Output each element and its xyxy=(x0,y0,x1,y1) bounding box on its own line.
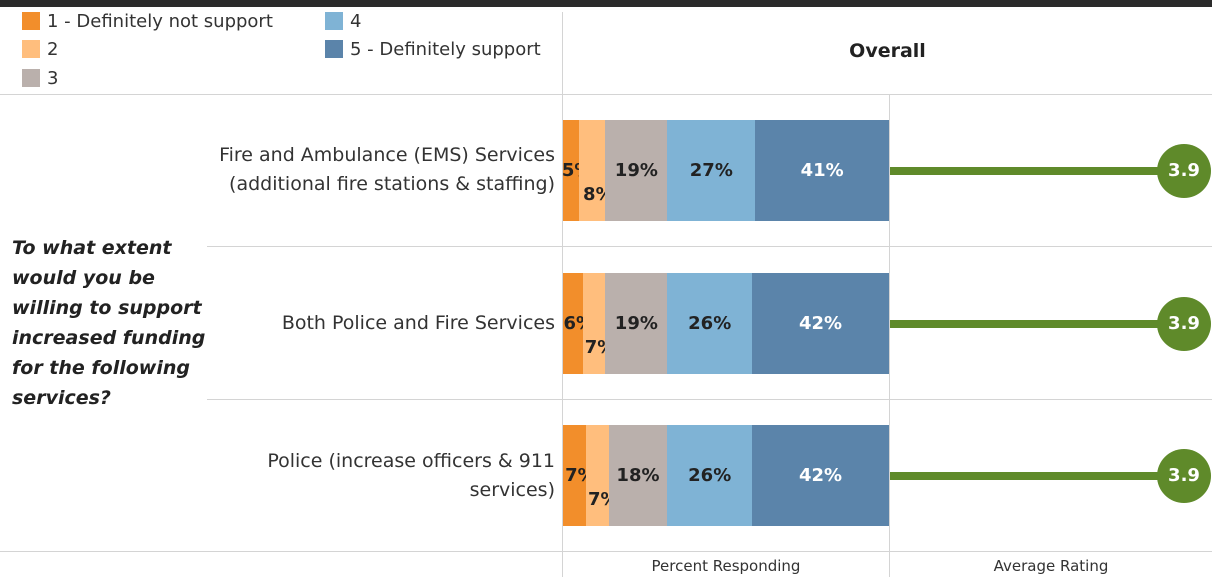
header-divider xyxy=(0,94,1212,95)
legend-label-1: 1 - Definitely not support xyxy=(47,10,273,32)
panel-left-border xyxy=(562,12,563,577)
legend-swatch-5 xyxy=(325,40,343,58)
data-label-r3-s4: 26% xyxy=(688,464,732,486)
bar-segment-r1-s2 xyxy=(579,120,606,221)
data-label-r1-s3: 19% xyxy=(614,159,658,181)
row-label-police: Police (increase officers & 911 services… xyxy=(267,450,555,501)
bar-segment-r3-s3 xyxy=(608,425,668,526)
panel-header: Overall xyxy=(849,40,926,62)
bar-segment-r2-s4 xyxy=(667,273,753,374)
row-label-police-fire: Both Police and Fire Services xyxy=(281,312,555,334)
bar-segment-r3-s1 xyxy=(563,425,586,526)
legend-item-2[interactable]: 2 xyxy=(22,38,58,60)
bottom-divider xyxy=(0,551,1212,552)
legend-label-5: 5 - Definitely support xyxy=(350,38,541,60)
row-divider-1 xyxy=(207,246,1212,247)
data-label-r2-s3: 19% xyxy=(614,312,658,334)
legend-swatch-4 xyxy=(325,12,343,30)
row-label-fire-ems: Fire and Ambulance (EMS) Services (addit… xyxy=(219,144,555,195)
legend-swatch-3 xyxy=(22,69,40,87)
bar-segment-r1-s5 xyxy=(755,120,889,221)
bar-segment-r2-s2 xyxy=(582,273,606,374)
rating-line-r3 xyxy=(890,471,1184,480)
legend-swatch-2 xyxy=(22,40,40,58)
axis-title-percent: Percent Responding xyxy=(651,557,801,575)
top-bar xyxy=(0,0,1212,7)
data-label-r3-s3: 18% xyxy=(616,464,660,486)
bar-segment-r2-s5 xyxy=(752,273,889,374)
bar-segment-r2-s1 xyxy=(563,273,583,374)
rating-marker-r2: 3.9 xyxy=(1157,296,1211,351)
legend-swatch-1 xyxy=(22,12,40,30)
legend-label-3: 3 xyxy=(47,67,59,89)
legend-item-5[interactable]: 5 - Definitely support xyxy=(325,38,541,60)
bar-segment-r1-s1 xyxy=(563,120,580,221)
rating-line-r1 xyxy=(890,166,1184,175)
rating-line-r2 xyxy=(890,319,1184,328)
legend-item-1[interactable]: 1 - Definitely not support xyxy=(22,10,273,32)
legend-item-3[interactable]: 3 xyxy=(22,67,58,89)
bar-segment-r1-s3 xyxy=(605,120,668,221)
bar-segment-r3-s5 xyxy=(752,425,889,526)
legend-item-4[interactable]: 4 xyxy=(325,10,361,32)
data-label-r2-s4: 26% xyxy=(688,312,732,334)
data-label-r1-s4: 27% xyxy=(689,159,733,181)
bar-segment-r2-s3 xyxy=(605,273,668,374)
rating-marker-r1: 3.9 xyxy=(1157,143,1211,198)
row-divider-2 xyxy=(207,399,1212,400)
bar-segment-r3-s2 xyxy=(585,425,609,526)
rating-column-border xyxy=(889,94,890,577)
data-label-r3-s5: 42% xyxy=(798,464,843,486)
bar-segment-r3-s4 xyxy=(667,425,753,526)
legend-label-4: 4 xyxy=(350,10,362,32)
legend-label-2: 2 xyxy=(47,38,59,60)
rating-marker-r3: 3.9 xyxy=(1157,448,1211,503)
question-text: To what extent would you be willing to s… xyxy=(12,237,206,409)
bar-segment-r1-s4 xyxy=(667,120,756,221)
data-label-r2-s5: 42% xyxy=(798,312,843,334)
data-label-r1-s5: 41% xyxy=(800,159,844,181)
axis-title-rating: Average Rating xyxy=(993,557,1109,575)
